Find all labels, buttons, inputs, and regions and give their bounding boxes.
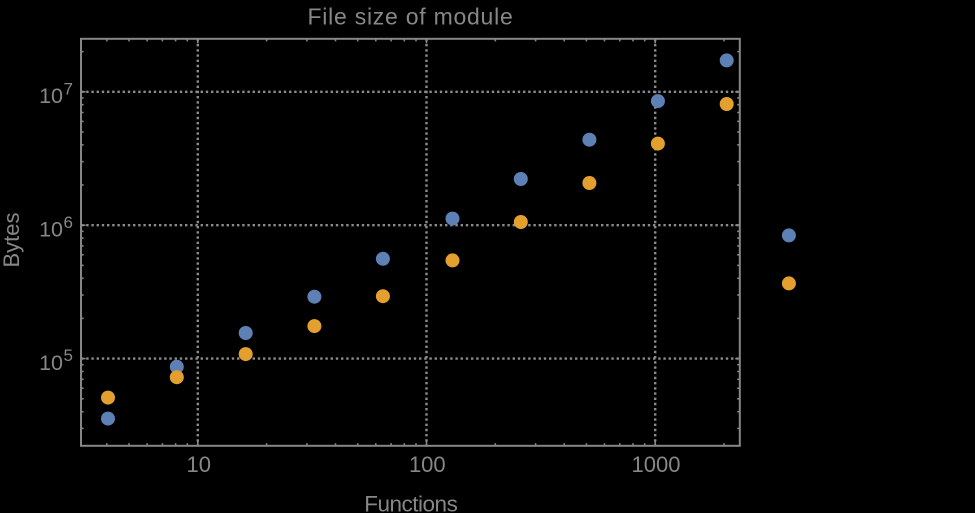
svg-text:10: 10 xyxy=(187,452,211,477)
svg-text:1000: 1000 xyxy=(632,452,681,477)
svg-text:5: 5 xyxy=(64,346,73,365)
svg-text:File size of module: File size of module xyxy=(308,4,514,30)
svg-text:6: 6 xyxy=(64,213,73,232)
svg-text:10: 10 xyxy=(39,218,63,242)
svg-text:10: 10 xyxy=(39,351,63,375)
svg-text:7: 7 xyxy=(64,79,73,98)
svg-text:100: 100 xyxy=(409,452,446,477)
svg-text:Functions: Functions xyxy=(364,492,457,513)
svg-text:Bytes: Bytes xyxy=(0,212,24,267)
svg-text:10: 10 xyxy=(39,84,63,108)
